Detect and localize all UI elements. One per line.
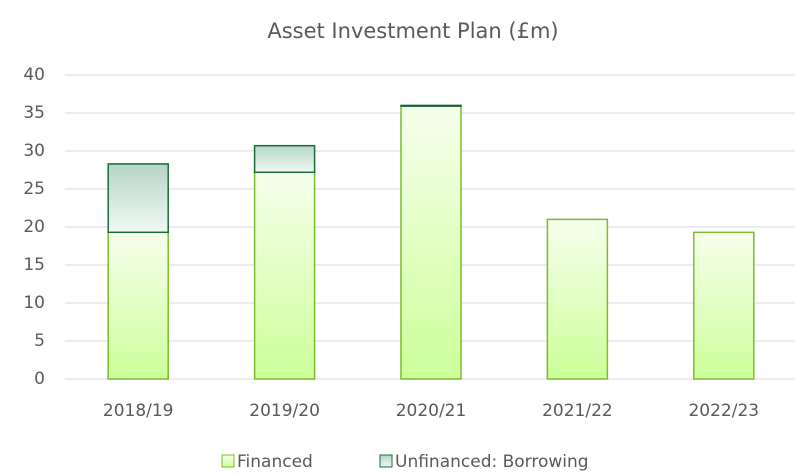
x-tick-label: 2019/20 [249, 401, 320, 421]
legend-label: Unfinanced: Borrowing [395, 452, 589, 472]
bar-segment [400, 105, 462, 380]
y-tick-label: 5 [34, 331, 45, 351]
x-tick-label: 2018/19 [103, 401, 174, 421]
legend-swatch [379, 454, 393, 468]
y-tick-label: 10 [23, 293, 45, 313]
y-tick-label: 15 [23, 255, 45, 275]
legend-swatch [221, 454, 235, 468]
x-tick-label: 2022/23 [688, 401, 759, 421]
y-tick-label: 35 [23, 103, 45, 123]
bar-segment [400, 104, 462, 107]
bar-segment [107, 231, 169, 380]
bar-segment [546, 218, 609, 380]
chart-title: Asset Investment Plan (£m) [267, 19, 558, 43]
bar-segment [693, 231, 755, 380]
x-tick-label: 2021/22 [542, 401, 613, 421]
legend-label: Financed [237, 452, 313, 472]
y-tick-label: 0 [34, 369, 45, 389]
bar-segment [253, 144, 316, 174]
bar-segment [253, 171, 316, 380]
y-tick-label: 40 [23, 65, 45, 85]
bar-segment [107, 163, 169, 234]
y-tick-label: 25 [23, 179, 45, 199]
x-tick-label: 2020/21 [396, 401, 467, 421]
y-tick-label: 30 [23, 141, 45, 161]
y-tick-label: 20 [23, 217, 45, 237]
